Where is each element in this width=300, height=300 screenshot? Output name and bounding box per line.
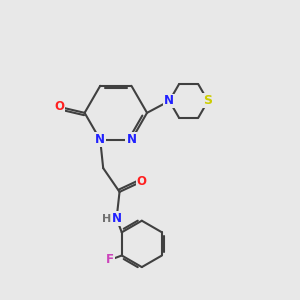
Text: H: H [102,214,112,224]
Text: O: O [137,175,147,188]
Text: N: N [164,94,174,107]
Text: N: N [126,134,136,146]
Text: F: F [106,254,114,266]
Text: N: N [112,212,122,225]
Text: S: S [203,94,212,107]
Text: N: N [95,134,105,146]
Text: O: O [54,100,64,113]
